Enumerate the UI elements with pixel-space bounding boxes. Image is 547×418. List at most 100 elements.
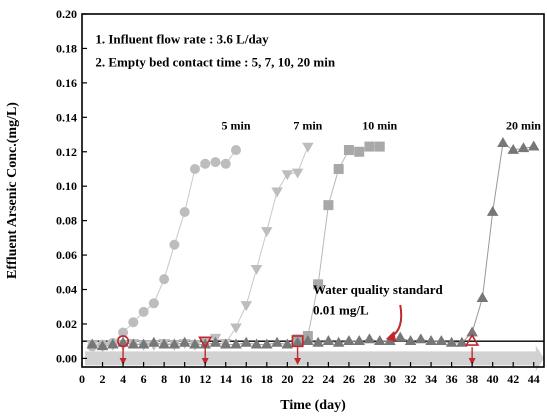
data-point-5-min [159,274,170,285]
y-tick-label: 0.08 [56,214,77,228]
data-point-10-min [333,163,344,174]
data-point-20-min [404,335,417,346]
data-point-5-min [200,158,211,169]
x-tick-label: 30 [384,372,396,386]
x-tick-label: 34 [425,372,437,386]
x-tick-label: 6 [141,372,147,386]
breakthrough-arrow-head [294,358,302,365]
x-tick-label: 24 [322,372,334,386]
y-tick-label: 0.10 [56,179,77,193]
data-point-20-min [456,336,468,347]
y-tick-label: 0.18 [56,41,77,55]
x-tick-label: 40 [487,372,499,386]
data-point-20-min [137,338,150,349]
x-tick-label: 42 [507,372,519,386]
data-point-20-min [240,336,253,347]
data-point-5-min [169,239,180,250]
data-point-10-min [323,200,334,211]
breakthrough-arrow-head [201,358,209,365]
x-tick-label: 12 [199,372,211,386]
data-point-20-min [261,338,273,349]
x-tick-label: 2 [100,372,106,386]
data-point-20-min [322,335,335,346]
data-point-20-min [312,336,324,347]
data-point-20-min [107,338,119,349]
standard-value-label: 0.01 mg/L [313,302,369,317]
data-point-20-min [363,333,376,344]
x-tick-label: 0 [79,372,85,386]
data-point-20-min [486,205,499,216]
time-arrow [85,345,544,372]
data-point-20-min [353,335,365,346]
series-label-5-min: 5 min [221,118,250,132]
data-point-20-min [281,338,294,349]
data-point-20-min [445,336,458,347]
x-axis-title: Time (day) [280,398,346,413]
data-point-20-min [250,338,263,349]
data-point-20-min [415,333,427,344]
standard-pointer [390,304,403,338]
data-point-5-min [148,298,159,309]
data-point-20-min [425,335,437,346]
series-line-5-min [92,149,237,347]
x-tick-label: 22 [302,372,314,386]
breakthrough-arrow-head [468,358,476,365]
data-point-20-min [373,335,386,346]
y-tick-label: 0.14 [56,110,77,124]
breakthrough-marker [198,336,213,349]
condition-note: 1. Influent flow rate : 3.6 L/day [95,31,269,46]
breakthrough-marker [117,335,130,348]
data-point-5-min [220,158,231,169]
x-tick-label: 44 [528,372,540,386]
data-point-20-min [332,336,345,347]
data-point-20-min [271,336,283,347]
data-point-20-min [127,338,140,349]
data-point-20-min [178,336,191,347]
x-tick-label: 26 [343,372,355,386]
data-point-20-min [497,137,509,147]
y-tick-label: 0.04 [56,283,77,297]
x-tick-label: 8 [161,372,167,386]
breakthrough-arrow-head [119,358,127,365]
time-arrow-head [535,345,544,372]
data-point-7-min [261,227,273,238]
data-point-7-min [230,323,242,334]
x-tick-label: 28 [363,372,375,386]
time-arrow-body [85,351,537,366]
breakthrough-marker [291,335,304,348]
data-point-5-min [230,145,241,156]
standard-label: Water quality standard [313,282,444,297]
data-point-20-min [507,143,519,154]
y-tick-label: 0.20 [56,7,77,21]
data-point-10-min [313,279,324,290]
x-tick-label: 18 [261,372,273,386]
data-point-7-min [281,170,294,181]
standard-pointer-head [385,330,397,343]
data-point-20-min [86,338,99,349]
data-point-5-min [210,157,221,168]
series-line-7-min [92,146,309,347]
x-tick-label: 36 [446,372,458,386]
x-tick-label: 4 [120,372,126,386]
data-point-20-min [230,338,242,349]
y-tick-label: 0.00 [56,351,77,365]
data-point-10-min [354,146,365,157]
condition-note: 2. Empty bed contact time : 5, 7, 10, 20… [95,54,336,69]
data-point-10-min [364,141,375,152]
y-tick-label: 0.16 [56,76,77,90]
data-point-20-min [158,338,170,349]
x-tick-label: 32 [405,372,417,386]
series-label-20-min: 20 min [506,118,541,132]
y-tick-label: 0.06 [56,248,77,262]
data-point-20-min [209,336,222,347]
data-point-20-min [527,140,540,151]
breakthrough-marker [465,333,480,346]
data-point-7-min [271,187,283,198]
data-point-5-min [189,163,200,174]
x-tick-label: 16 [240,372,252,386]
data-point-20-min [302,335,314,346]
data-point-5-min [128,317,139,328]
y-tick-label: 0.12 [56,145,77,159]
data-point-10-min [374,141,385,152]
